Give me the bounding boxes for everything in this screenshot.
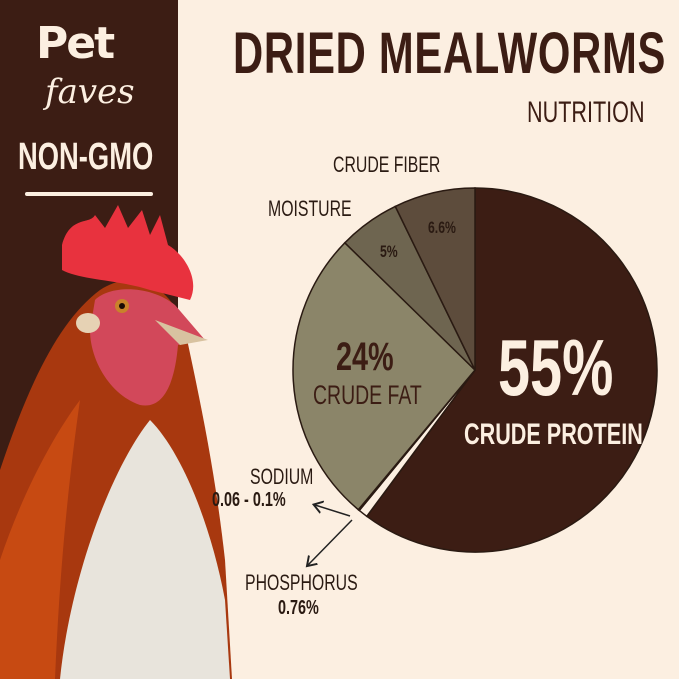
pie-slice-crude-fat (292, 241, 477, 511)
moisture-label: MOISTURE (268, 196, 352, 221)
fat-value: 24% (336, 335, 394, 379)
brand-logo: Pet (36, 18, 115, 69)
fat-label: CRUDE FAT (313, 380, 422, 410)
page-title: DRIED MEALWORMS (233, 21, 667, 86)
fiber-label: CRUDE FIBER (333, 152, 441, 177)
phosphorus-arrow (308, 519, 353, 565)
brand-logo-subtitle: faves (45, 72, 135, 112)
non-gmo-badge: NON-GMO (18, 136, 154, 178)
sodium-value: 0.06 - 0.1% (212, 489, 286, 511)
sodium-label: SODIUM (250, 464, 314, 489)
pie-slice-crude-protein (365, 187, 658, 553)
pie-slice-crude-fiber (394, 187, 476, 371)
protein-value: 55% (498, 323, 614, 412)
phosphorus-value: 0.76% (278, 597, 319, 619)
protein-label: CRUDE PROTEIN (464, 418, 643, 451)
sodium-arrow (315, 505, 351, 517)
divider (25, 192, 153, 196)
page-subtitle: NUTRITION (527, 96, 645, 129)
phosphorus-label: PHOSPHORUS (245, 570, 358, 595)
moisture-value: 5% (380, 242, 398, 261)
fiber-value: 6.6% (428, 218, 456, 237)
